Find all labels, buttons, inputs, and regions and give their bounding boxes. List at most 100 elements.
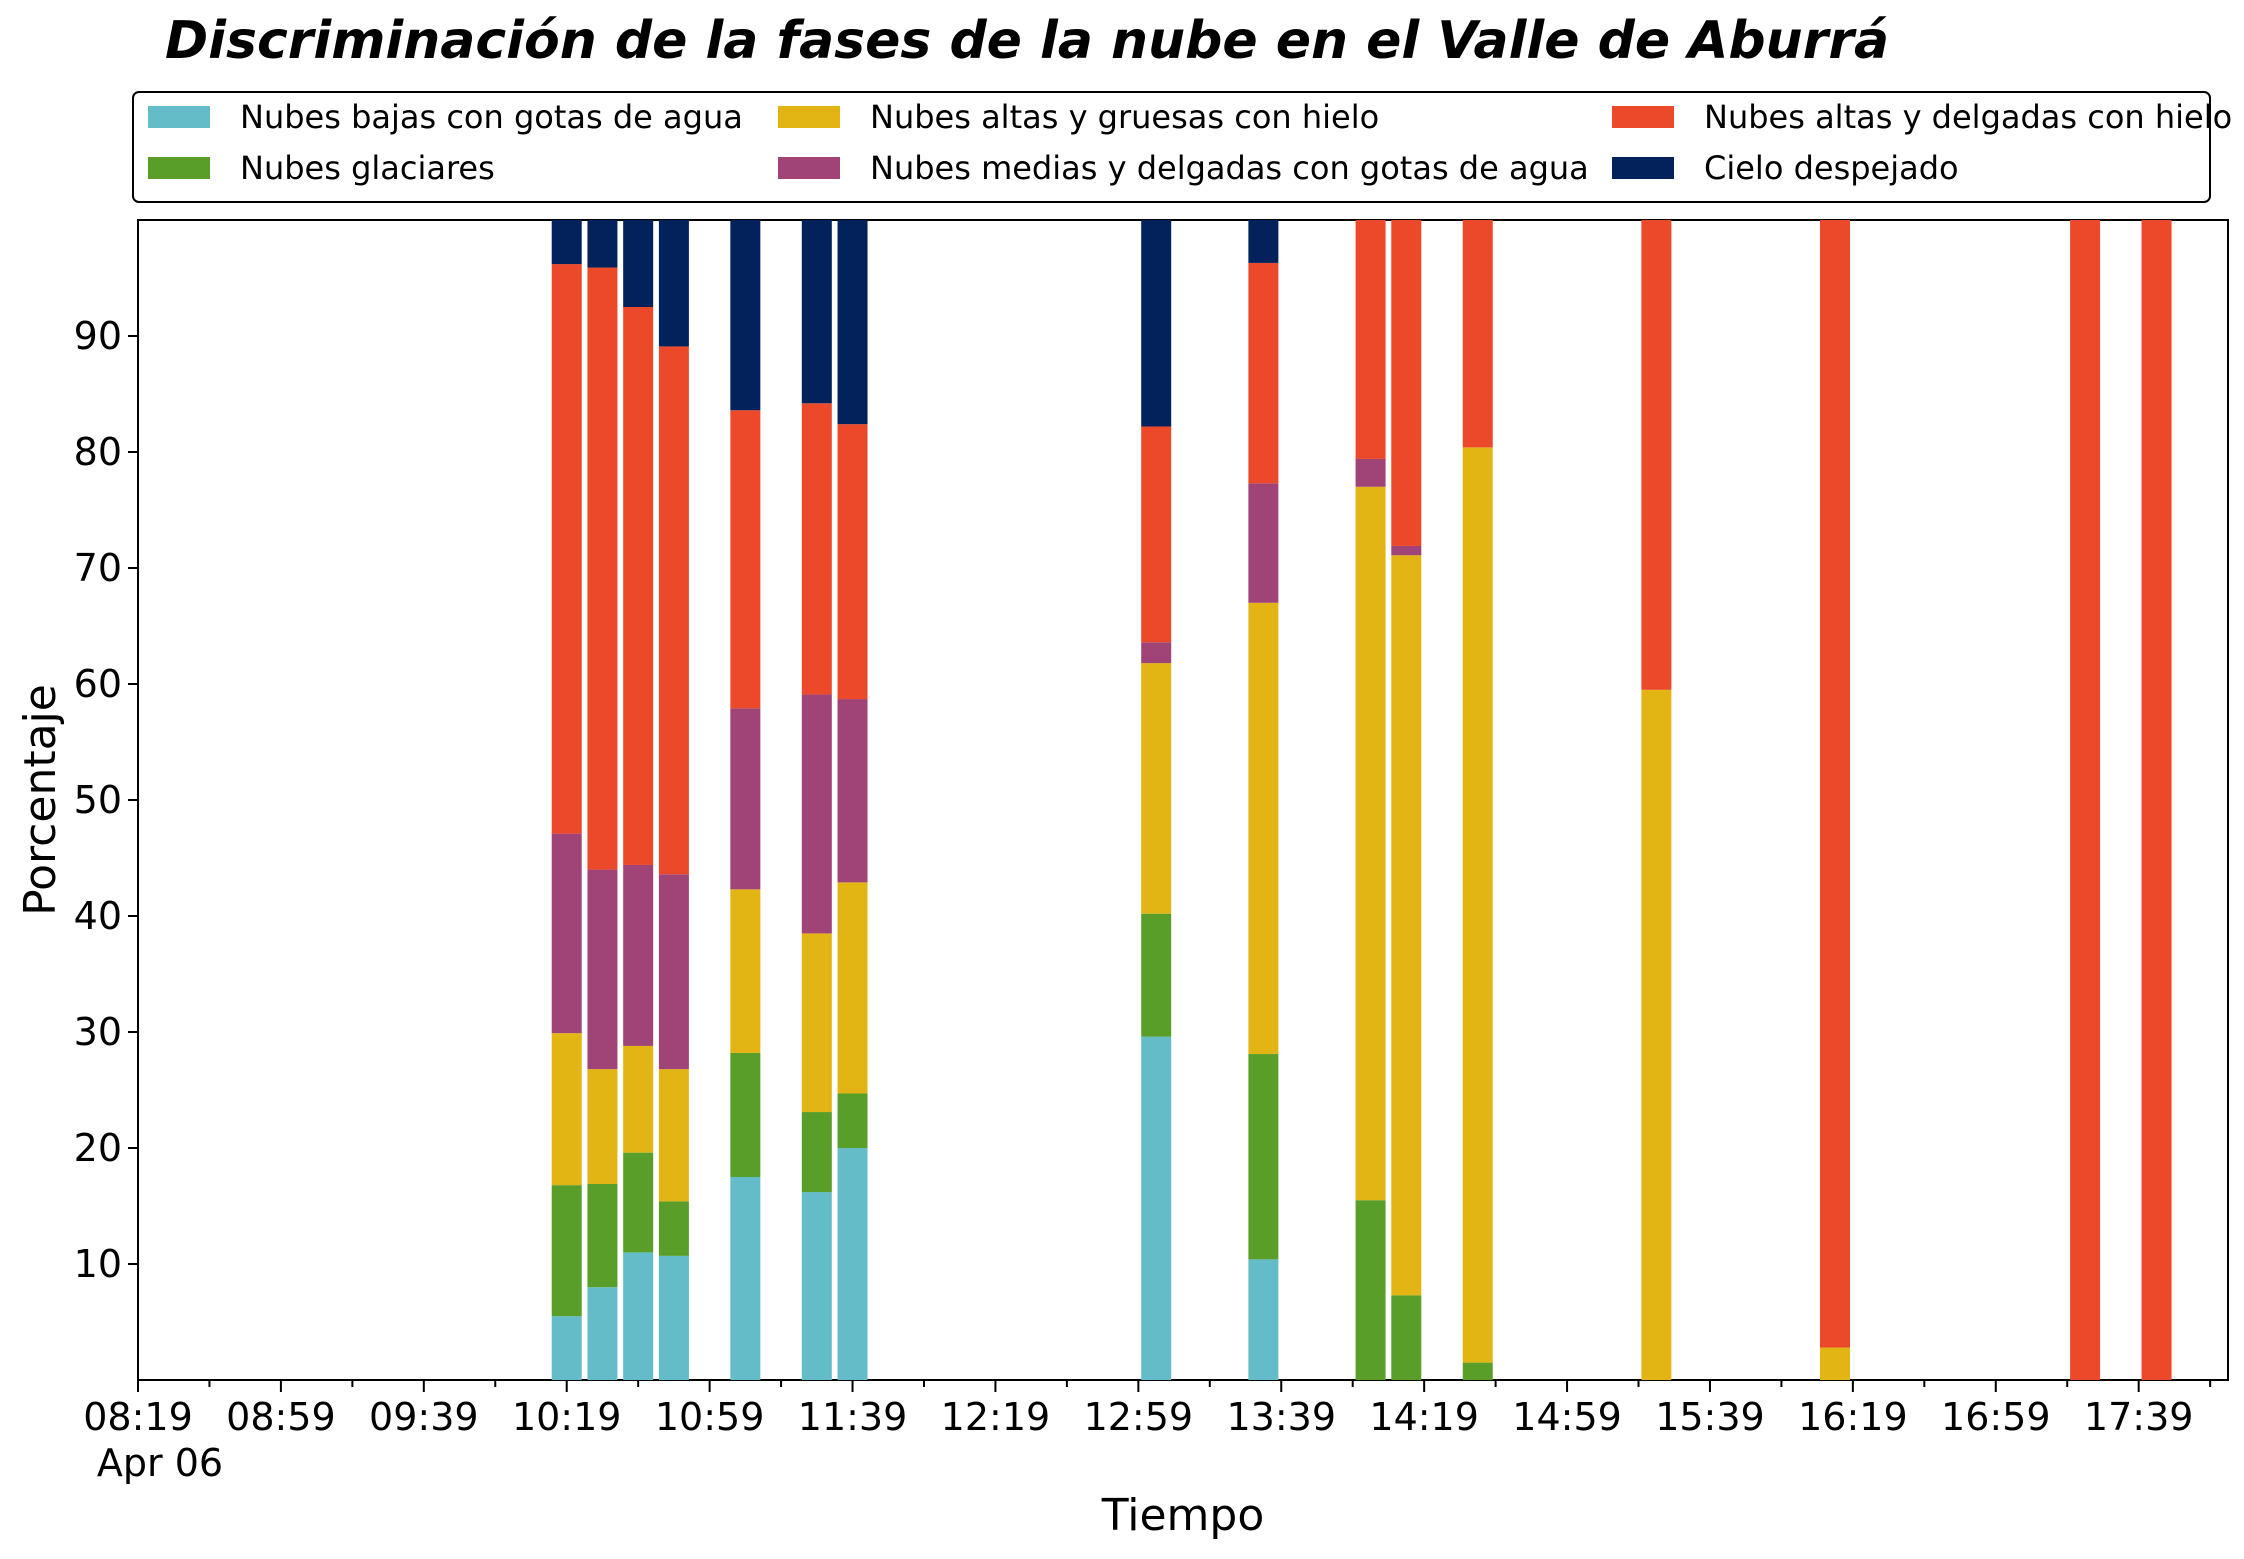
bar-segment [1248, 1054, 1279, 1260]
chart-title: Discriminación de la fases de la nube en… [165, 11, 1889, 71]
x-tick-label: 12:19 [941, 1395, 1051, 1439]
legend-label: Nubes altas y delgadas con hielo [1704, 98, 2232, 136]
x-tick-label: 10:19 [512, 1395, 622, 1439]
legend-label: Nubes medias y delgadas con gotas de agu… [870, 149, 1589, 187]
bar-segment [658, 1069, 689, 1202]
bar-segment [1391, 555, 1422, 1296]
x-tick-label: 17:39 [2084, 1395, 2194, 1439]
bar-segment [1355, 458, 1386, 487]
bars-layer [551, 220, 2172, 1380]
bar-segment [1141, 220, 1172, 427]
plot-area [137, 219, 2229, 1381]
bar-segment [837, 424, 868, 700]
bar-segment [1355, 1200, 1386, 1380]
bar-segment [623, 864, 654, 1046]
bar-segment [837, 1093, 868, 1148]
bar-segment [623, 307, 654, 865]
bar-segment [658, 1201, 689, 1256]
bar-segment [587, 267, 618, 870]
bar-segment [801, 694, 832, 934]
bar-segment [1462, 220, 1493, 448]
bar-segment [801, 1112, 832, 1193]
bar-segment [551, 1316, 582, 1380]
bar-segment [587, 869, 618, 1070]
bar-segment [801, 1192, 832, 1380]
bar-segment [1391, 1295, 1422, 1380]
bar-segment [801, 403, 832, 695]
bar-segment [1141, 426, 1172, 643]
y-tick-label: 70 [74, 546, 122, 590]
bar-segment [837, 1148, 868, 1380]
x-tick-label: 13:39 [1226, 1395, 1336, 1439]
bar-segment [1391, 220, 1422, 546]
bar-segment [623, 1152, 654, 1253]
bar-segment [730, 1052, 761, 1177]
bar-segment [551, 1185, 582, 1317]
bar-segment [837, 699, 868, 883]
bar-segment [1391, 545, 1422, 556]
legend-label: Nubes altas y gruesas con hielo [870, 98, 1379, 136]
bar-segment [730, 889, 761, 1053]
y-tick-label: 10 [74, 1242, 122, 1286]
bar-segment [1248, 483, 1279, 603]
bar-segment [1820, 1347, 1851, 1380]
x-tick-label: 16:19 [1798, 1395, 1908, 1439]
y-tick-label: 90 [74, 314, 122, 358]
bar-segment [1462, 1362, 1493, 1380]
x-tick-label: 08:19 [83, 1395, 193, 1439]
bar-segment [1355, 486, 1386, 1201]
bar-segment [1248, 1259, 1279, 1380]
x-tick-label: 16:59 [1941, 1395, 2051, 1439]
bar-segment [730, 1177, 761, 1380]
y-tick-label: 40 [74, 894, 122, 938]
bar-segment [658, 346, 689, 875]
bar-segment [1641, 689, 1672, 1380]
bar-segment [2141, 220, 2172, 1380]
x-tick-label: 14:59 [1512, 1395, 1622, 1439]
bar-segment [551, 264, 582, 834]
legend-swatch [778, 157, 840, 179]
bar-segment [1462, 447, 1493, 1363]
bar-segment [730, 708, 761, 890]
legend-label: Nubes glaciares [240, 149, 495, 187]
y-axis-label: Porcentaje [15, 684, 66, 916]
bar-segment [1248, 262, 1279, 484]
x-axis-label: Tiempo [1101, 1490, 1265, 1541]
bar-segment [2070, 220, 2101, 1380]
y-tick-label: 80 [74, 430, 122, 474]
bar-segment [1641, 220, 1672, 690]
bar-segment [658, 220, 689, 347]
x-tick-label: 12:59 [1084, 1395, 1194, 1439]
bar-segment [730, 410, 761, 709]
legend-swatch [148, 157, 210, 179]
x-axis: 08:19 08:59 09:39 10:19 10:59 11:39 12:19 12:59… [83, 1380, 2212, 1439]
x-tick-label: 09:39 [369, 1395, 479, 1439]
bar-segment [587, 1287, 618, 1380]
bar-segment [1248, 602, 1279, 1055]
bar-segment [1820, 220, 1851, 1348]
bar-segment [1141, 663, 1172, 914]
bar-segment [587, 1183, 618, 1288]
legend-label: Nubes bajas con gotas de agua [240, 98, 743, 136]
bar-segment [730, 220, 761, 411]
y-tick-label: 50 [74, 778, 122, 822]
legend-swatch [1612, 157, 1674, 179]
bar-segment [623, 220, 654, 307]
bar-segment [801, 220, 832, 404]
bar-segment [587, 1069, 618, 1184]
legend-swatch [778, 106, 840, 128]
x-tick-label: 15:39 [1655, 1395, 1765, 1439]
bar-segment [587, 220, 618, 268]
bar-segment [837, 220, 868, 425]
y-tick-label: 20 [74, 1126, 122, 1170]
bar-segment [1141, 1036, 1172, 1380]
y-tick-label: 60 [74, 662, 122, 706]
x-date-label: Apr 06 [97, 1441, 223, 1485]
legend-swatch [148, 106, 210, 128]
bar-segment [1141, 642, 1172, 664]
bar-segment [551, 1033, 582, 1186]
bar-segment [837, 882, 868, 1094]
y-tick-label: 30 [74, 1010, 122, 1054]
x-tick-label: 08:59 [226, 1395, 336, 1439]
